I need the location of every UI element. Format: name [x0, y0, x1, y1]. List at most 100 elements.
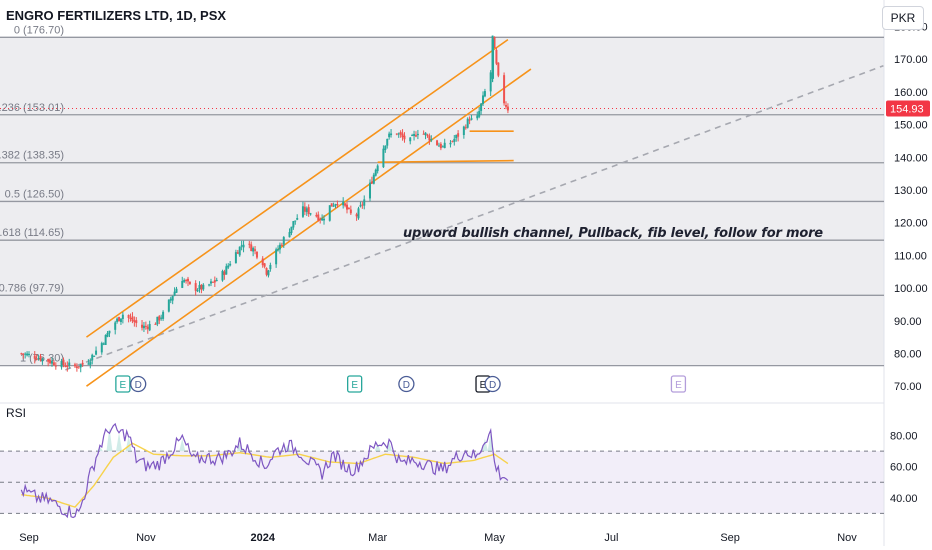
candle-body	[464, 127, 467, 129]
candle-body	[35, 358, 38, 360]
candle-body	[269, 264, 272, 270]
candle-body	[95, 350, 98, 355]
candle-body	[28, 353, 30, 355]
candle-body	[414, 135, 417, 137]
fib-level-label: 0.382 (138.35)	[0, 150, 64, 162]
candle-body	[482, 95, 485, 104]
candle-body	[294, 220, 297, 222]
candle-body	[64, 366, 67, 368]
price-axis-tick-label: 120.00	[894, 218, 928, 230]
candle-body	[347, 208, 350, 210]
candle-body	[466, 118, 469, 128]
candle-body	[242, 244, 245, 248]
fib-level-label: 0.236 (153.01)	[0, 102, 64, 114]
candle-body	[426, 134, 429, 136]
candle-body	[24, 353, 27, 355]
candle-body	[60, 361, 63, 368]
candle-body	[497, 62, 500, 76]
candle-body	[443, 142, 446, 149]
candle-body	[160, 317, 163, 319]
candle-body	[411, 135, 414, 137]
channel-line	[86, 38, 509, 338]
candle-body	[436, 140, 439, 146]
candle-body	[495, 50, 498, 64]
candle-body	[346, 204, 349, 210]
candle-body	[116, 318, 119, 322]
candle-body	[229, 263, 232, 266]
candle-body	[330, 203, 333, 207]
candle-body	[428, 135, 431, 141]
candle-body	[47, 358, 50, 362]
candle-body	[175, 288, 178, 293]
candle-body	[196, 289, 199, 292]
earnings-event-label: E	[480, 380, 487, 391]
candle-body	[344, 203, 347, 206]
candle-body	[361, 204, 364, 206]
earnings-event-label: E	[675, 380, 682, 391]
candle-body	[489, 72, 492, 92]
candle-body	[278, 244, 281, 250]
candle-body	[121, 314, 124, 319]
candle-body	[349, 209, 352, 214]
candle-body	[144, 325, 147, 327]
candle-body	[401, 133, 404, 138]
candle-body	[73, 364, 76, 367]
candle-body	[355, 214, 358, 217]
candle-body	[449, 142, 452, 145]
candle-body	[26, 353, 29, 356]
candle-body	[248, 243, 251, 245]
candle-body	[77, 366, 80, 368]
candle-body	[315, 214, 318, 217]
earnings-event-label: E	[351, 380, 358, 391]
last-price-tag	[886, 100, 930, 117]
candle-body	[267, 270, 270, 276]
candle-body	[303, 206, 306, 212]
candle-body	[148, 324, 151, 331]
channel-line	[86, 68, 532, 387]
candle-body	[470, 118, 473, 120]
candle-body	[290, 226, 293, 233]
candle-body	[223, 271, 226, 275]
candle-body	[225, 266, 228, 275]
candle-body	[215, 279, 218, 282]
candle-body	[403, 135, 406, 140]
rsi-pane-label: RSI	[6, 406, 27, 420]
chart-title: ENGRO FERTILIZERS LTD, 1D, PSX	[6, 8, 227, 23]
time-axis-tick-label: Jul	[604, 532, 618, 544]
time-axis-tick-label: May	[484, 532, 505, 544]
candle-body	[54, 365, 57, 367]
candle-body	[451, 141, 454, 143]
candle-body	[275, 249, 278, 265]
time-axis-tick-label: Nov	[136, 532, 156, 544]
candle-body	[183, 279, 186, 282]
candle-body	[156, 316, 159, 325]
candle-body	[336, 203, 339, 205]
candle-body	[252, 247, 255, 252]
dividend-event-icon	[398, 375, 415, 393]
candle-body	[395, 133, 398, 135]
currency-button[interactable]: PKR	[882, 6, 924, 30]
candle-body	[171, 295, 174, 301]
candle-body	[368, 182, 371, 199]
candle-body	[181, 280, 184, 288]
candle-body	[388, 133, 391, 138]
candle-body	[390, 133, 393, 136]
earnings-event-icon	[115, 375, 131, 393]
candle-body	[20, 353, 23, 355]
candle-body	[441, 146, 444, 148]
candle-body	[261, 258, 264, 266]
earnings-event-label: E	[120, 380, 127, 391]
candle-body	[409, 137, 412, 142]
candle-body	[263, 263, 266, 267]
candle-body	[334, 204, 337, 206]
candle-body	[66, 365, 69, 367]
candle-body	[211, 281, 214, 283]
candle-body	[437, 145, 440, 147]
price-axis-tick-label: 130.00	[894, 185, 928, 197]
candle-body	[309, 213, 312, 215]
candle-body	[321, 218, 324, 221]
candle-body	[102, 343, 105, 345]
candle-body	[91, 354, 94, 361]
candle-body	[493, 36, 496, 49]
